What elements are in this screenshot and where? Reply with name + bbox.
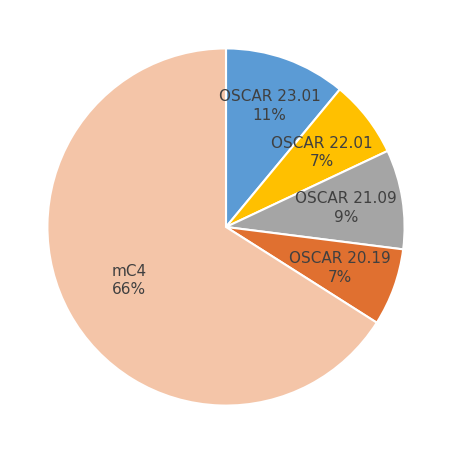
Text: OSCAR 21.09
9%: OSCAR 21.09 9% <box>295 191 396 225</box>
Wedge shape <box>226 89 387 227</box>
Wedge shape <box>47 49 376 405</box>
Wedge shape <box>226 227 402 323</box>
Wedge shape <box>226 151 404 249</box>
Text: OSCAR 22.01
7%: OSCAR 22.01 7% <box>271 136 372 169</box>
Text: OSCAR 20.19
7%: OSCAR 20.19 7% <box>289 252 390 285</box>
Text: OSCAR 23.01
11%: OSCAR 23.01 11% <box>218 89 320 123</box>
Wedge shape <box>226 49 339 227</box>
Text: mC4
66%: mC4 66% <box>111 263 146 297</box>
